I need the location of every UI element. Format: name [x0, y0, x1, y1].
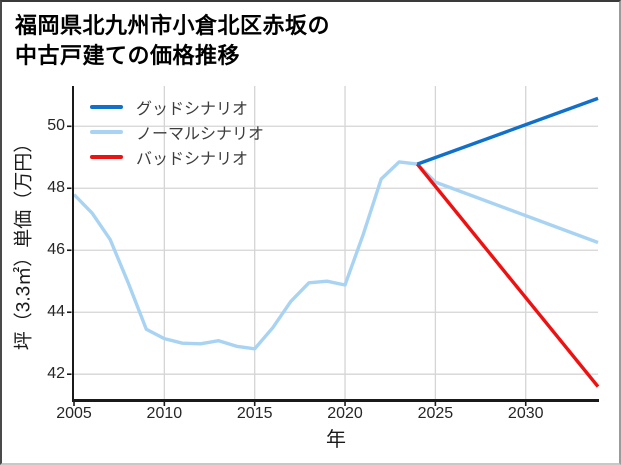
x-tick-label: 2030 — [507, 405, 544, 422]
y-axis-spine — [71, 86, 74, 402]
legend-label-good: グッドシナリオ — [136, 100, 249, 118]
legend-label-bad: バッドシナリオ — [136, 150, 249, 168]
series-normal-line — [72, 160, 599, 351]
legend-item-good: グッドシナリオ — [90, 94, 264, 119]
series-good-line — [416, 96, 599, 166]
x-tick-label: 2015 — [236, 405, 273, 422]
y-tick-label: 42 — [47, 365, 65, 383]
chart-title-line2: 中古戸建ての価格推移 — [15, 43, 241, 68]
chart-title: 福岡県北九州市小倉北区赤坂の 中古戸建ての価格推移 — [15, 11, 330, 71]
y-tick-label: 48 — [47, 179, 65, 197]
chart-canvas — [67, 86, 600, 406]
legend-item-bad: バッドシナリオ — [90, 144, 264, 169]
series-bad-line — [415, 163, 600, 388]
legend-line-swatch-good — [90, 104, 123, 109]
y-tick-label: 44 — [47, 303, 65, 321]
legend-line-swatch-normal — [90, 129, 123, 134]
x-tick-label: 2020 — [327, 405, 363, 422]
chart-legend: グッドシナリオ ノーマルシナリオ バッドシナリオ — [90, 94, 264, 169]
plot-area — [67, 86, 600, 406]
legend-line-swatch-bad — [90, 154, 123, 159]
x-tick-label: 2010 — [146, 405, 183, 422]
x-tick-label: 2005 — [56, 405, 92, 422]
x-axis-spine — [71, 399, 599, 402]
legend-item-normal: ノーマルシナリオ — [90, 119, 264, 144]
x-tick-label: 2025 — [417, 405, 454, 422]
y-tick-label: 50 — [47, 117, 65, 135]
chart-title-line1: 福岡県北九州市小倉北区赤坂の — [15, 13, 331, 38]
x-axis-label: 年 — [326, 429, 346, 451]
legend-label-normal: ノーマルシナリオ — [136, 125, 265, 143]
y-axis-label: 坪（3.3㎡）単価（万円） — [13, 133, 35, 351]
y-tick-label: 46 — [47, 241, 65, 259]
